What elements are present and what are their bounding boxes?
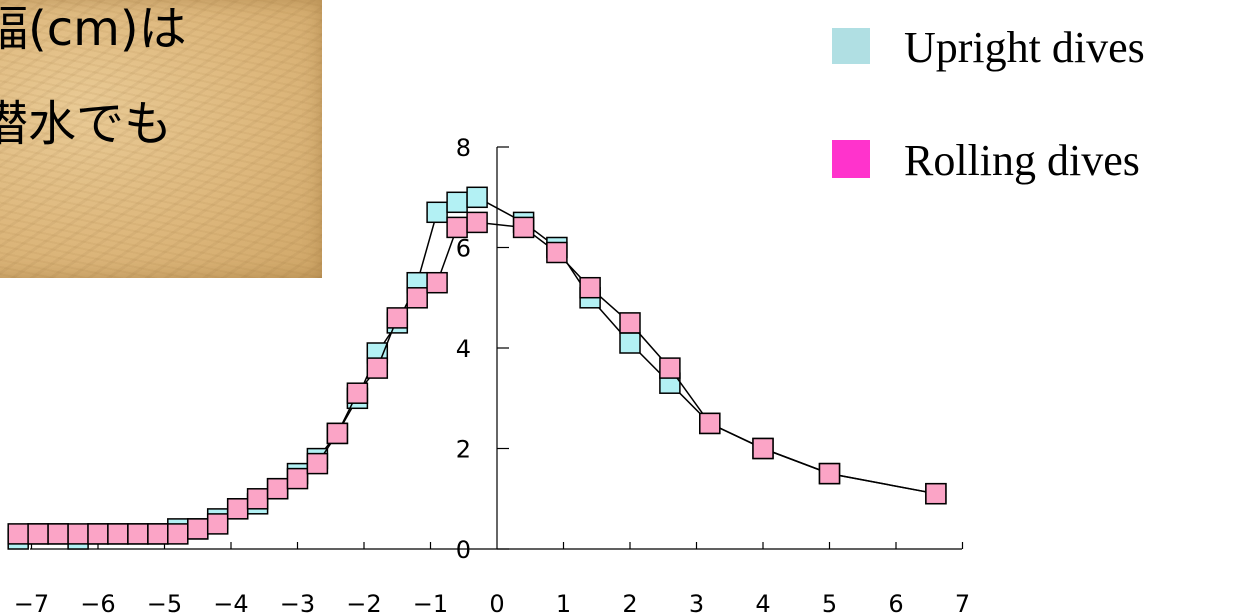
x-axis-ticks: −7 −6 −5 −4 −3 −2 −1 0 1 2 3 4 5 6 7 — [14, 542, 970, 616]
y-axis-ticks: 0 2 4 6 8 — [456, 134, 509, 564]
x-tick-label: 0 — [489, 590, 504, 616]
data-point — [67, 523, 89, 545]
x-tick-label: −1 — [413, 590, 448, 616]
x-tick-label: 7 — [955, 590, 970, 616]
x-tick-label: 3 — [689, 590, 704, 616]
y-tick-label: 6 — [456, 235, 471, 263]
data-point — [386, 307, 409, 329]
data-point — [206, 513, 229, 535]
data-point — [346, 382, 369, 404]
data-point — [546, 241, 568, 264]
x-tick-label: 6 — [888, 590, 903, 616]
data-point — [579, 276, 601, 299]
y-tick-label: 2 — [456, 436, 471, 464]
data-point — [286, 467, 309, 490]
legend-label-upright: Upright dives — [904, 23, 1145, 72]
data-point — [426, 201, 448, 224]
series-layer — [7, 186, 947, 550]
x-tick-label: 2 — [622, 590, 637, 616]
x-tick-label: 4 — [755, 590, 770, 616]
legend: Upright dives Rolling dives — [832, 23, 1145, 185]
y-tick-label: 4 — [456, 335, 471, 363]
data-point — [466, 186, 488, 209]
data-point — [167, 523, 189, 545]
x-tick-label: 5 — [822, 590, 837, 616]
data-point — [619, 312, 641, 334]
data-point — [512, 216, 535, 239]
data-point — [426, 271, 448, 294]
data-point — [7, 523, 29, 545]
x-tick-label: −6 — [80, 590, 115, 616]
data-point — [27, 523, 49, 545]
caption-box: 幅(cm)は 潜水でも — [0, 0, 322, 278]
legend-label-rolling: Rolling dives — [904, 136, 1140, 185]
series-rolling — [7, 211, 947, 545]
data-point — [226, 498, 249, 520]
x-tick-label: 1 — [556, 590, 571, 616]
x-tick-label: −7 — [14, 590, 49, 616]
y-tick-label: 0 — [456, 536, 471, 564]
data-point — [818, 462, 841, 485]
legend-swatch-rolling — [832, 140, 870, 178]
data-point — [107, 523, 129, 545]
data-point — [619, 332, 641, 354]
data-point — [246, 488, 269, 510]
x-tick-label: −5 — [147, 590, 182, 616]
data-point — [187, 518, 209, 540]
data-point — [659, 357, 681, 379]
data-point — [699, 412, 721, 435]
data-point — [127, 523, 149, 545]
data-point — [147, 523, 169, 545]
x-tick-label: −4 — [213, 590, 248, 616]
y-tick-label: 8 — [456, 134, 471, 162]
data-point — [306, 452, 329, 475]
data-point — [466, 211, 488, 234]
legend-swatch-upright — [832, 28, 870, 64]
data-point — [47, 523, 69, 545]
data-point — [446, 191, 468, 214]
data-point — [266, 477, 289, 500]
x-tick-label: −2 — [346, 590, 381, 616]
data-point — [326, 422, 349, 445]
data-point — [752, 437, 774, 460]
data-point — [87, 523, 109, 545]
data-point — [446, 216, 468, 239]
caption-line-1: 幅(cm)は — [0, 1, 187, 57]
caption-line-2: 潜水でも — [0, 96, 173, 152]
data-point — [925, 482, 947, 505]
x-tick-label: −3 — [280, 590, 315, 616]
data-point — [366, 357, 389, 379]
data-point — [406, 287, 428, 309]
